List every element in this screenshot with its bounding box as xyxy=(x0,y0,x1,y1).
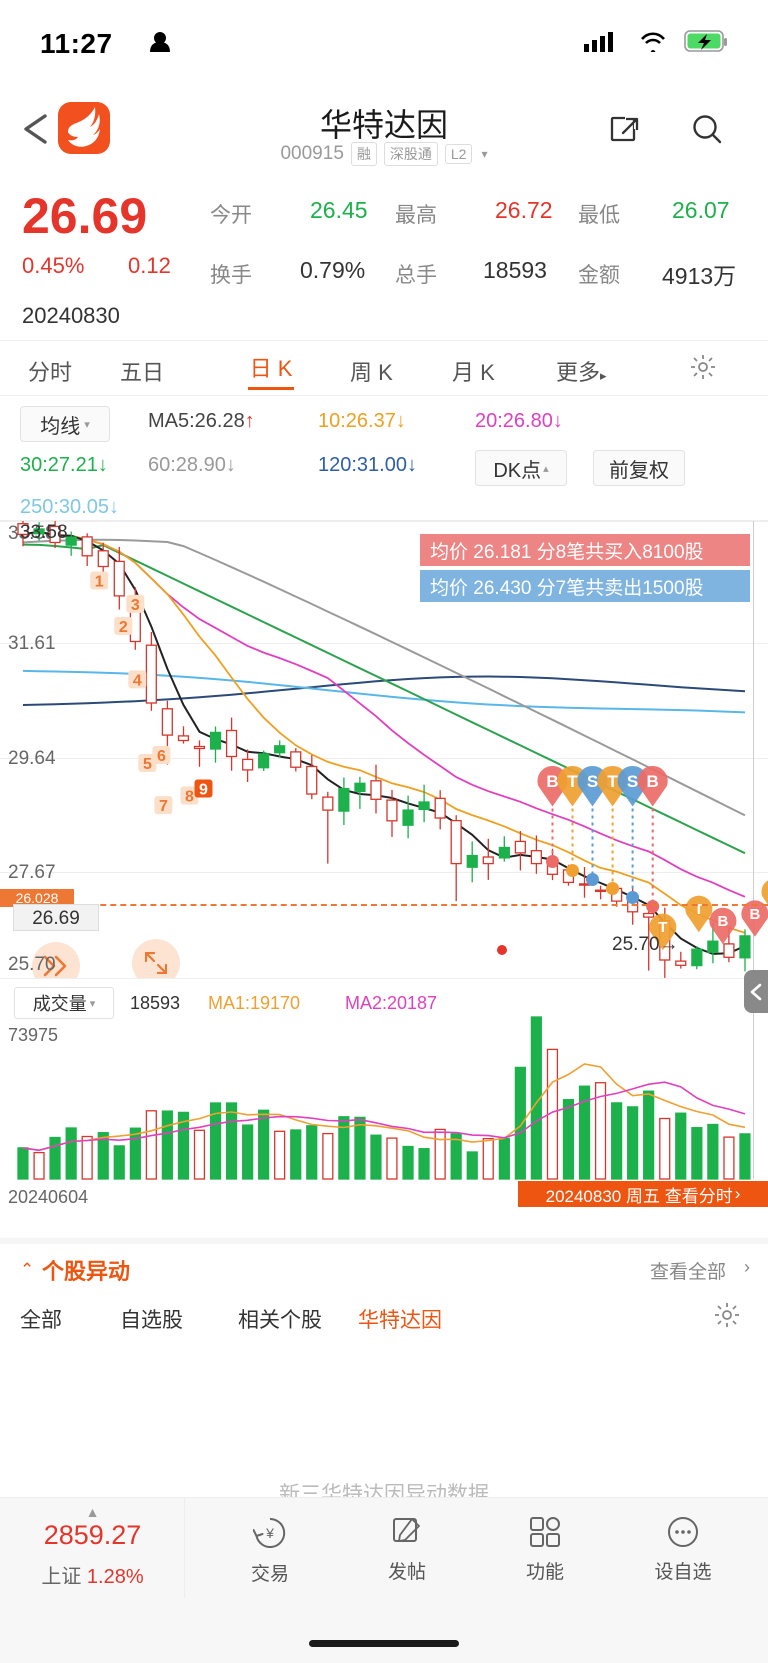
svg-text:7: 7 xyxy=(159,798,168,815)
svg-text:¥: ¥ xyxy=(265,1525,274,1541)
svg-text:8: 8 xyxy=(185,789,194,806)
svg-text:S: S xyxy=(627,772,638,791)
svg-text:B: B xyxy=(749,906,760,923)
svg-text:2: 2 xyxy=(119,619,128,636)
svg-text:T: T xyxy=(607,772,618,791)
svg-text:B: B xyxy=(647,772,659,791)
svg-text:1: 1 xyxy=(95,574,104,591)
svg-text:S: S xyxy=(587,772,598,791)
svg-text:3: 3 xyxy=(131,597,140,614)
svg-text:9: 9 xyxy=(199,782,208,799)
svg-text:B: B xyxy=(717,913,728,930)
svg-text:T: T xyxy=(567,772,578,791)
svg-text:5: 5 xyxy=(143,756,152,773)
svg-text:6: 6 xyxy=(157,748,166,765)
svg-text:B: B xyxy=(546,772,558,791)
svg-text:4: 4 xyxy=(133,672,142,689)
